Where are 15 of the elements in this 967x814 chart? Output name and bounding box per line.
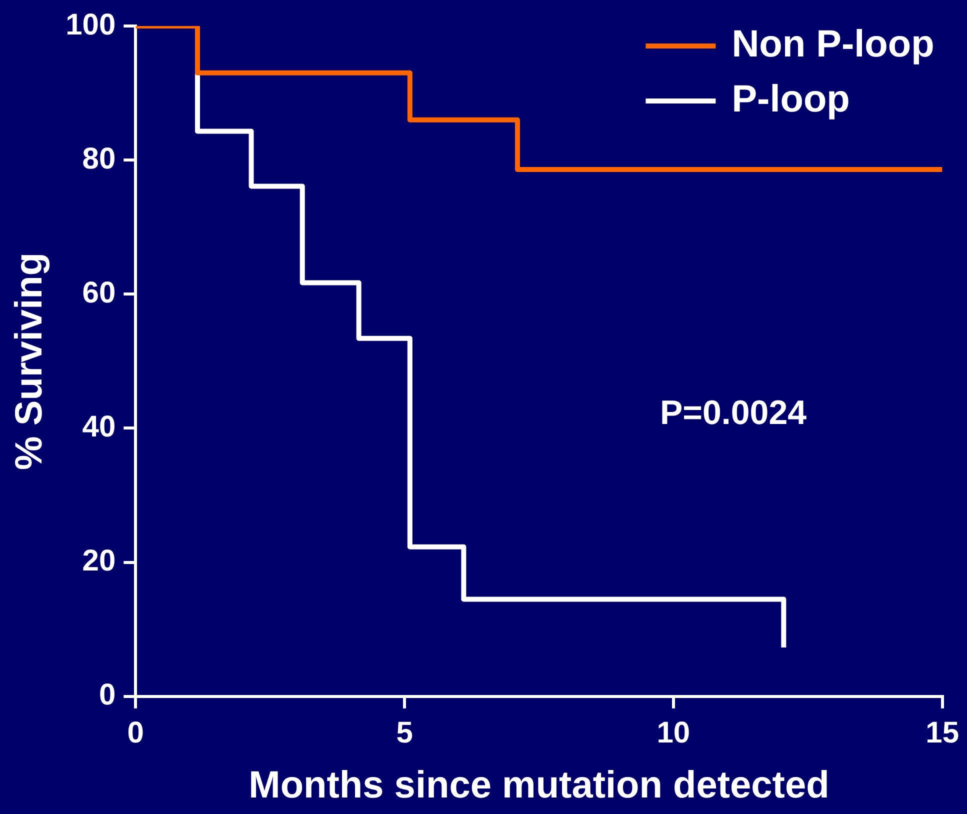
x-tick-label: 15	[926, 716, 960, 750]
y-tick-label: 100	[66, 8, 116, 42]
x-tick-label: 10	[656, 716, 690, 750]
legend-label: P-loop	[732, 78, 850, 120]
x-tick-label: 0	[127, 716, 144, 750]
y-tick-label: 80	[82, 142, 116, 176]
x-axis-title: Months since mutation detected	[248, 764, 830, 807]
y-tick-label: 60	[82, 276, 116, 310]
y-tick-label: 20	[82, 544, 116, 578]
annotation: P=0.0024	[660, 394, 807, 432]
y-tick-label: 0	[98, 678, 116, 712]
y-axis-title: % Surviving	[8, 252, 50, 470]
y-tick-label: 40	[82, 410, 116, 444]
legend-label: Non P-loop	[732, 23, 934, 66]
x-tick-label: 5	[396, 716, 413, 750]
